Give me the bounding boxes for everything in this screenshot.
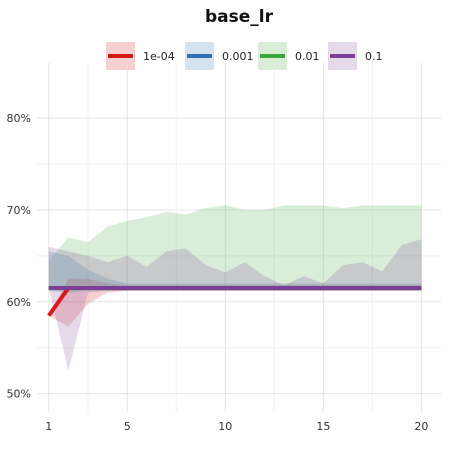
x-tick-label: 1 [45, 420, 52, 433]
legend-item: 0.001 [185, 42, 254, 70]
x-axis: 1 5 10 15 20 [45, 420, 428, 433]
y-tick-label: 50% [7, 388, 31, 401]
x-tick-label: 10 [218, 420, 232, 433]
legend-label: 0.01 [295, 50, 320, 63]
y-tick-label: 70% [7, 204, 31, 217]
legend-label: 1e-04 [143, 50, 175, 63]
series-lines [47, 286, 422, 317]
y-axis: 50% 60% 70% 80% [7, 112, 31, 401]
band-1e-04 [48, 278, 422, 327]
band-0.01 [48, 205, 422, 291]
x-tick-label: 15 [316, 420, 330, 433]
legend-item: 0.1 [328, 42, 383, 70]
legend-label: 0.001 [222, 50, 254, 63]
grid [37, 63, 441, 412]
legend-label: 0.1 [365, 50, 383, 63]
plot-area [37, 63, 441, 412]
x-tick-label: 5 [124, 420, 131, 433]
legend-item: 0.01 [258, 42, 320, 70]
x-tick-label: 20 [414, 420, 428, 433]
legend: 1e-04 0.001 0.01 0.1 [106, 42, 383, 70]
y-tick-label: 60% [7, 296, 31, 309]
chart-title: base_lr [205, 7, 274, 27]
band-0.1 [48, 239, 422, 371]
legend-item: 1e-04 [106, 42, 175, 70]
y-tick-label: 80% [7, 112, 31, 125]
